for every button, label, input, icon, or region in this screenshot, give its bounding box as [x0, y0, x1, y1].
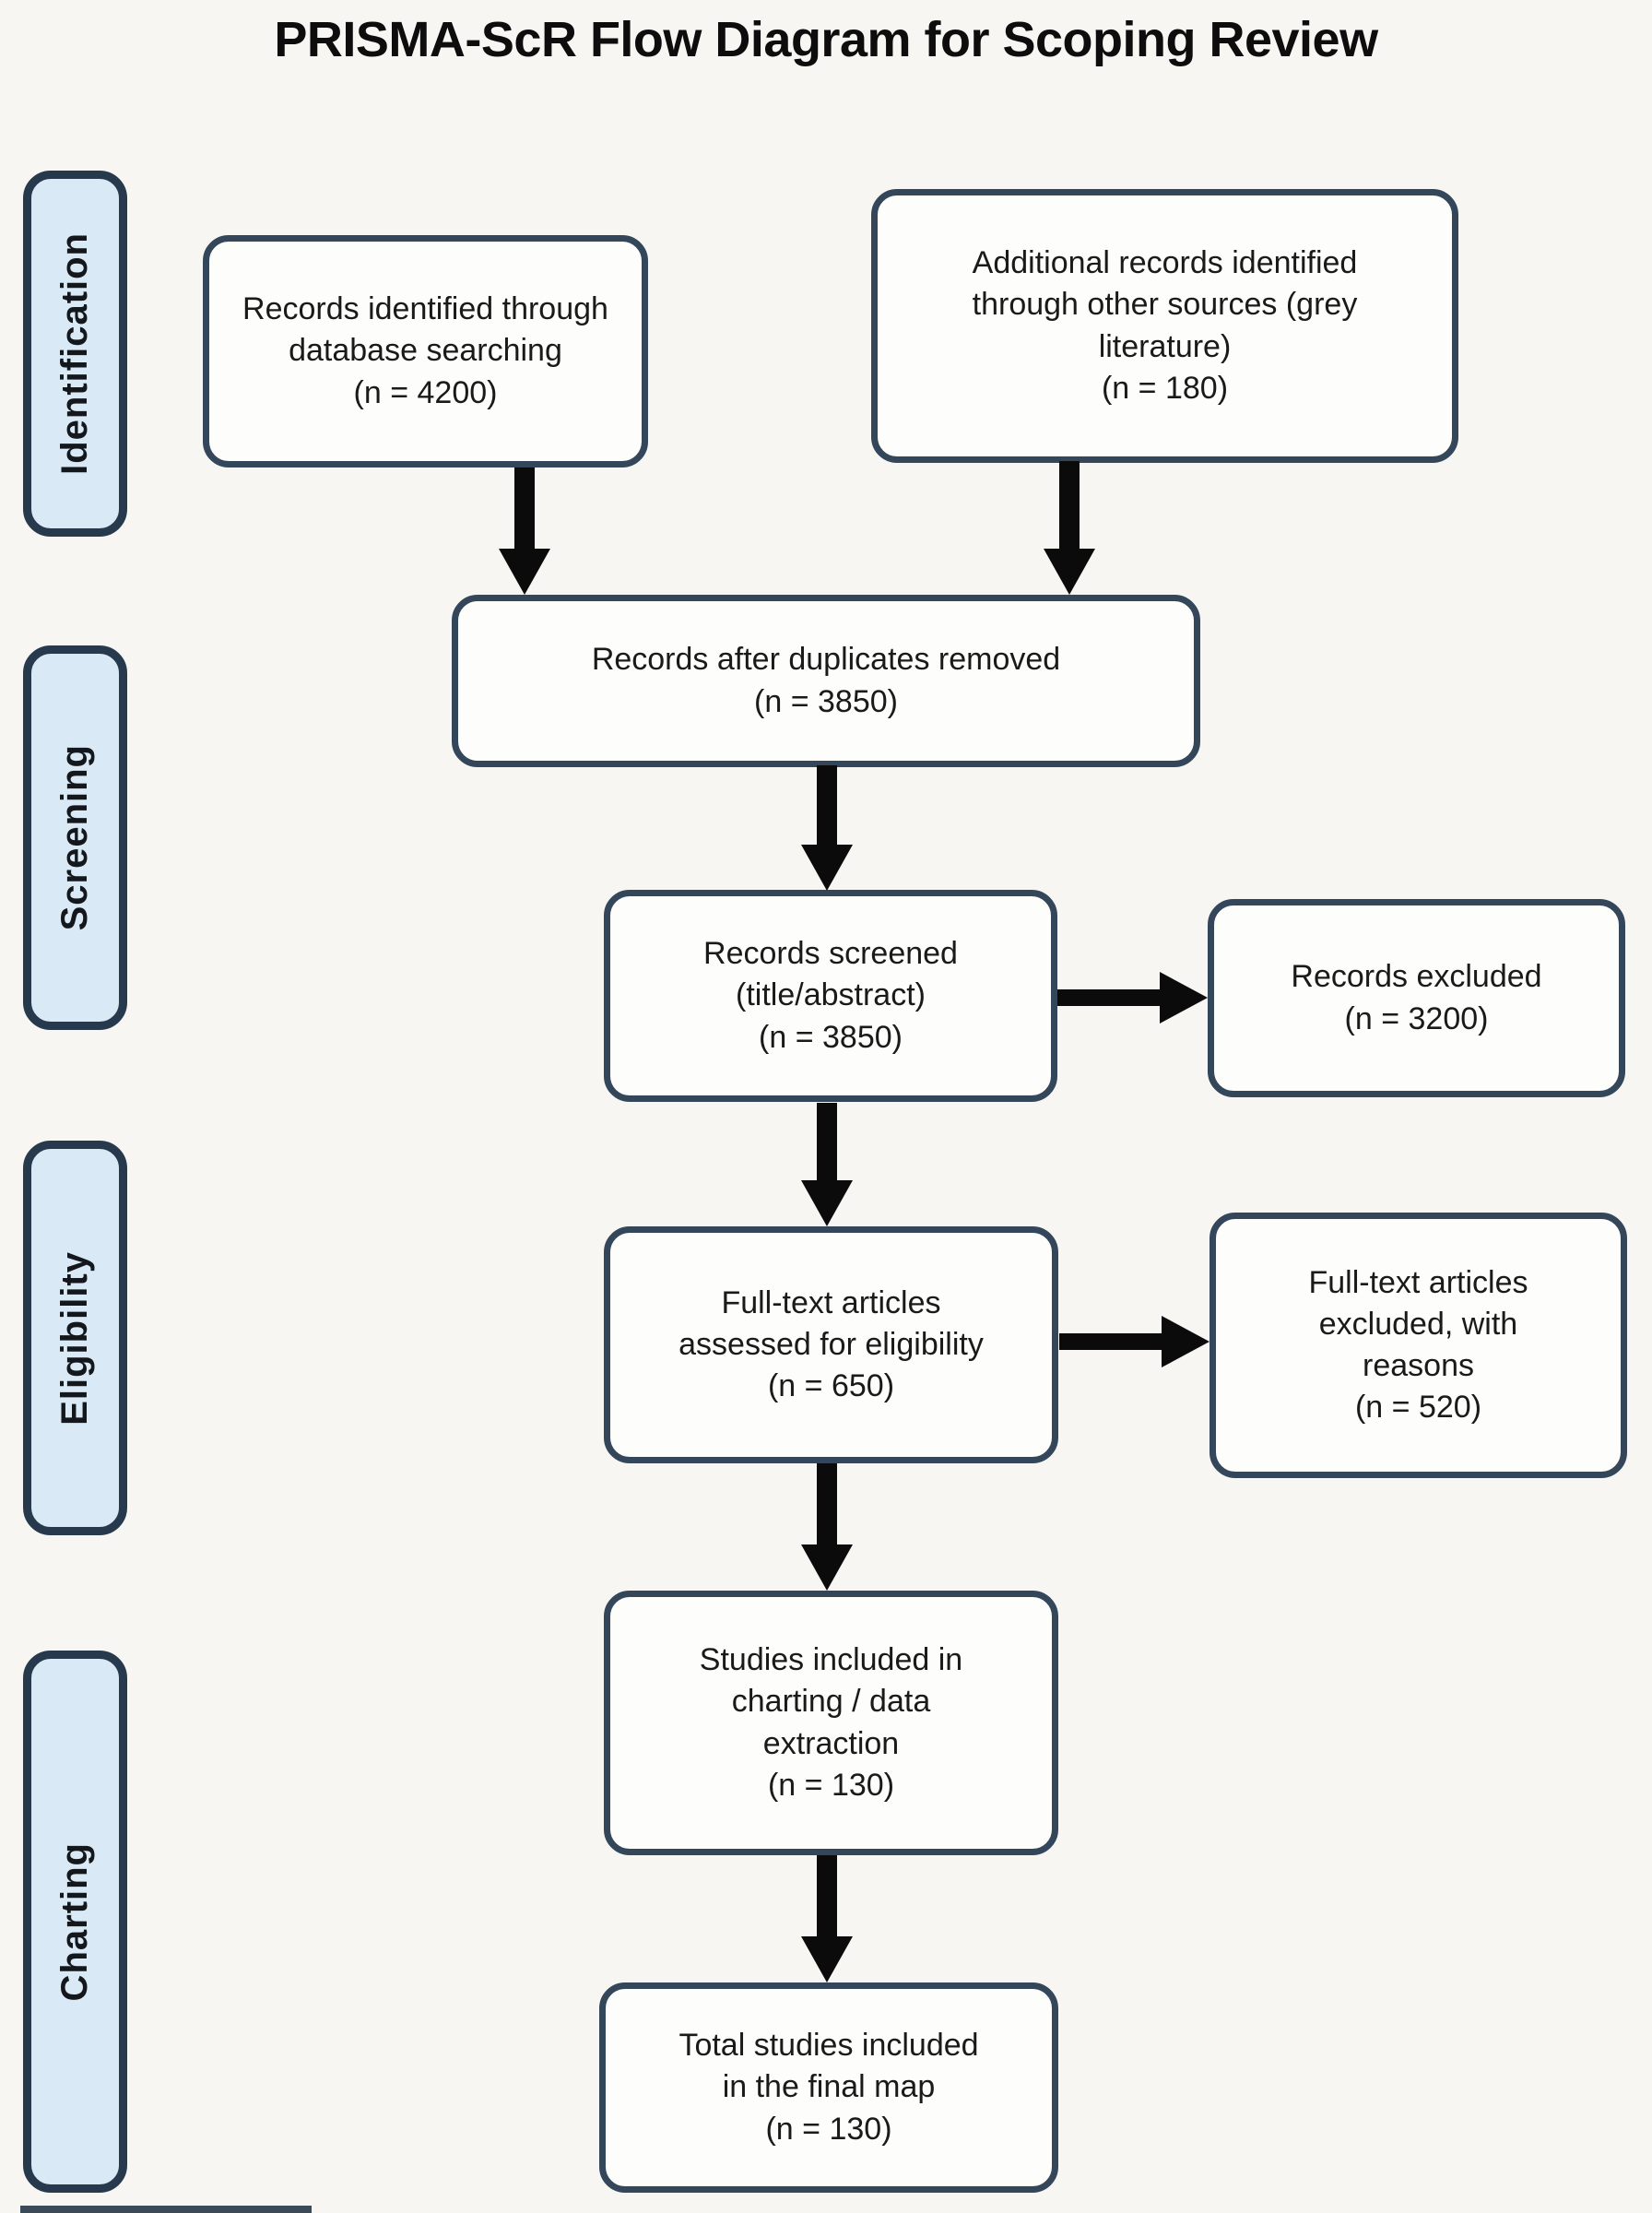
scan-edge-artifact — [20, 2206, 312, 2213]
node-text: Records screened (title/abstract) — [703, 936, 958, 1013]
node-total-included: Total studies included in the final map … — [599, 1982, 1058, 2193]
right-arrow-icon — [1057, 972, 1208, 1024]
node-text: Full-text articles assessed for eligibil… — [678, 1284, 984, 1362]
arrow-head — [801, 1544, 853, 1591]
arrow-head — [1160, 972, 1208, 1024]
stage-eligibility: Eligibility — [23, 1141, 127, 1535]
arrow-head — [499, 549, 550, 595]
down-arrow-icon — [801, 1103, 853, 1226]
down-arrow-icon — [1044, 461, 1095, 595]
stage-screening: Screening — [23, 645, 127, 1030]
node-text: Records identified through database sear… — [242, 291, 608, 369]
node-records-identified: Records identified through database sear… — [203, 235, 648, 467]
arrow-shaft — [1057, 989, 1165, 1006]
down-arrow-icon — [801, 1463, 853, 1591]
arrow-shaft — [1059, 461, 1080, 554]
stage-label: Identification — [54, 232, 95, 475]
node-count: (n = 180) — [1101, 370, 1229, 406]
node-count: (n = 520) — [1354, 1390, 1482, 1426]
node-count: (n = 130) — [765, 2111, 892, 2147]
node-count: (n = 3850) — [754, 683, 898, 719]
node-count: (n = 130) — [767, 1767, 895, 1803]
node-text: Records excluded — [1291, 959, 1542, 995]
arrow-head — [1162, 1316, 1210, 1367]
node-text: Records after duplicates removed — [591, 642, 1061, 678]
arrow-head — [1044, 549, 1095, 595]
node-fulltext-assessed: Full-text articles assessed for eligibil… — [604, 1226, 1058, 1463]
arrow-head — [801, 1936, 853, 1982]
arrow-shaft — [817, 1103, 837, 1186]
node-records-excluded: Records excluded (n = 3200) — [1208, 899, 1625, 1097]
node-studies-charting: Studies included in charting / data extr… — [604, 1591, 1058, 1855]
arrow-head — [801, 845, 853, 891]
node-text: Additional records identified through ot… — [972, 245, 1358, 364]
node-additional-records: Additional records identified through ot… — [871, 189, 1458, 463]
node-text: Full-text articles excluded, with reason… — [1308, 1264, 1528, 1383]
down-arrow-icon — [801, 1855, 853, 1982]
node-fulltext-excluded: Full-text articles excluded, with reason… — [1210, 1213, 1627, 1478]
node-text: Total studies included in the final map — [678, 2028, 979, 2105]
node-count: (n = 650) — [767, 1368, 895, 1404]
arrow-shaft — [817, 1855, 837, 1942]
node-count: (n = 3200) — [1344, 1000, 1489, 1036]
arrow-shaft — [1059, 1333, 1167, 1350]
arrow-shaft — [817, 765, 837, 850]
stage-label: Charting — [54, 1841, 95, 2002]
down-arrow-icon — [801, 765, 853, 891]
stage-label: Eligibility — [54, 1250, 95, 1426]
stage-label: Screening — [54, 744, 95, 931]
node-count: (n = 4200) — [353, 374, 498, 410]
node-count: (n = 3850) — [759, 1019, 903, 1055]
stage-identification: Identification — [23, 171, 127, 537]
node-text: Studies included in charting / data extr… — [699, 1642, 963, 1761]
stage-charting: Charting — [23, 1651, 127, 2193]
arrow-shaft — [514, 467, 535, 554]
right-arrow-icon — [1059, 1316, 1210, 1367]
arrow-head — [801, 1180, 853, 1226]
node-records-screened: Records screened (title/abstract) (n = 3… — [604, 890, 1057, 1102]
down-arrow-icon — [499, 467, 550, 595]
arrow-shaft — [817, 1463, 837, 1550]
node-after-duplicates: Records after duplicates removed (n = 38… — [452, 595, 1200, 767]
diagram-title: PRISMA-ScR Flow Diagram for Scoping Revi… — [274, 12, 1378, 67]
